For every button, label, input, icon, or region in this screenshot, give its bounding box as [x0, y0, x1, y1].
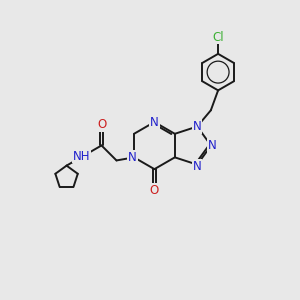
Text: N: N [128, 151, 137, 164]
Text: N: N [208, 139, 217, 152]
Text: NH: NH [73, 150, 90, 163]
Text: Cl: Cl [212, 31, 224, 44]
Text: N: N [193, 120, 202, 133]
Text: O: O [97, 118, 106, 131]
Text: N: N [193, 160, 202, 172]
Text: O: O [150, 184, 159, 197]
Text: N: N [150, 116, 159, 128]
